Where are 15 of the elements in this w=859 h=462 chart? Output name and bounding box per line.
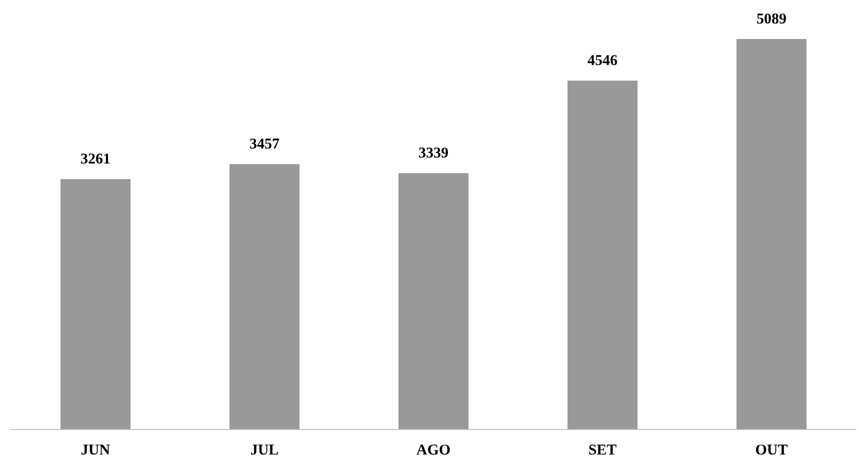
bar	[398, 173, 468, 429]
bar	[736, 39, 806, 429]
x-tick-label: SET	[588, 442, 617, 458]
data-label: 5089	[756, 12, 786, 28]
bar	[60, 179, 130, 429]
data-label: 3339	[418, 146, 448, 162]
x-tick-label: JUN	[80, 442, 110, 458]
bar	[568, 80, 638, 429]
data-label: 3457	[250, 136, 280, 153]
data-label: 4546	[588, 53, 618, 70]
bar	[230, 164, 300, 429]
x-tick-label: AGO	[416, 442, 451, 458]
data-label: 3261	[80, 152, 110, 168]
x-tick-label: OUT	[755, 442, 788, 458]
x-tick-label: JUL	[250, 442, 279, 458]
